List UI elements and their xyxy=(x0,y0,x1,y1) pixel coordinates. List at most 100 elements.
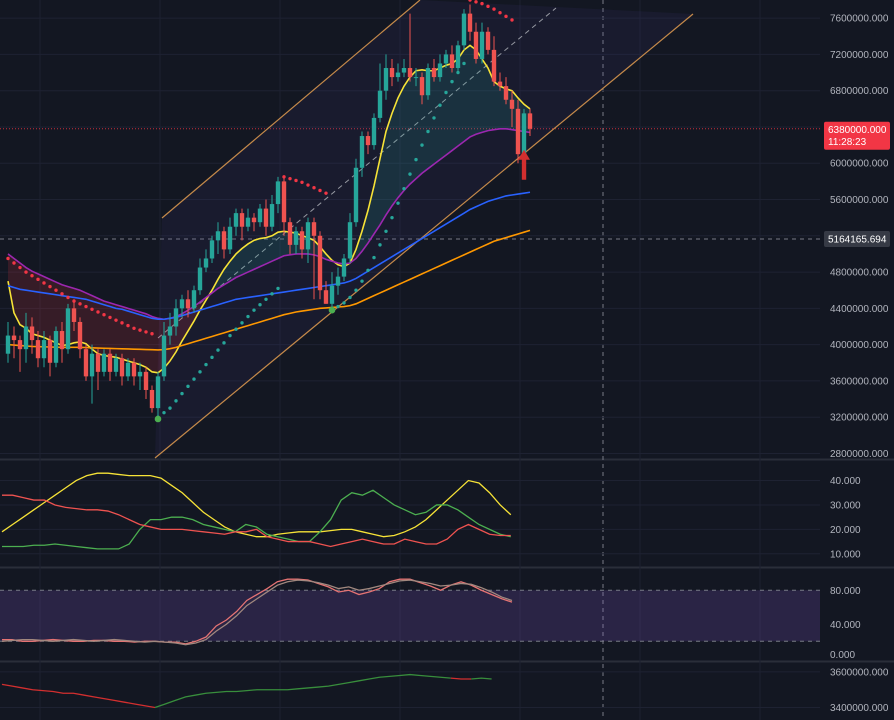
candle-body xyxy=(11,335,17,341)
sar-dot xyxy=(276,286,280,291)
sar-dot xyxy=(78,302,82,306)
moving-average-line-0 xyxy=(7,44,531,374)
sar-dot xyxy=(504,14,508,19)
sar-dot xyxy=(234,327,238,331)
price-tick-label: 6000000.000 xyxy=(830,159,889,170)
candle-body xyxy=(329,285,335,304)
sar-dot xyxy=(414,157,418,162)
sar-dot xyxy=(168,406,172,410)
candle-body xyxy=(233,213,239,227)
stochastic-band xyxy=(0,590,820,642)
candle-body xyxy=(17,340,23,350)
price-tick-label: 4000000.000 xyxy=(830,340,889,351)
candle-body xyxy=(443,54,449,64)
candle-body xyxy=(407,68,413,78)
sar-dot xyxy=(210,355,214,360)
candle-body xyxy=(47,340,53,363)
candle-body xyxy=(359,136,365,168)
stoch-tick-label: 80.000 xyxy=(830,586,861,597)
sar-dot xyxy=(162,410,166,415)
crosshair-price-tag xyxy=(824,231,890,248)
candle-body xyxy=(335,276,341,286)
sar-dot xyxy=(72,299,76,303)
candle-body xyxy=(119,358,125,377)
sar-dot xyxy=(222,341,226,345)
candle-body xyxy=(35,340,41,359)
candle-body xyxy=(287,222,293,245)
candle-body xyxy=(275,181,281,205)
parabolic-sar xyxy=(6,0,514,419)
candle-body xyxy=(281,181,287,223)
sar-dot xyxy=(300,180,304,184)
sar-flip-marker xyxy=(328,306,336,314)
sar-dot xyxy=(378,243,382,247)
candle-body xyxy=(143,371,149,390)
sar-dot xyxy=(30,274,34,278)
candle-body xyxy=(467,13,473,32)
candle-body xyxy=(167,326,173,336)
candle-body xyxy=(293,231,299,245)
dmi-tick-label: 20.000 xyxy=(830,525,861,536)
price-tick-label: 7600000.000 xyxy=(830,14,889,25)
candle-body xyxy=(497,81,503,87)
sar-dot xyxy=(384,229,388,233)
candle-body xyxy=(131,362,137,377)
candle-body xyxy=(365,136,371,146)
candle-body xyxy=(509,99,515,109)
sar-dot xyxy=(252,308,256,312)
moving-average-line-1 xyxy=(7,127,531,321)
sar-dot xyxy=(186,384,190,389)
candle-body xyxy=(341,258,347,277)
sar-dot xyxy=(216,348,220,352)
dmi-series-0 xyxy=(1,472,512,538)
dmi-series-1 xyxy=(2,489,511,550)
candle-body xyxy=(449,54,455,69)
candle-body xyxy=(95,353,101,372)
candle-body xyxy=(371,117,377,146)
up-arrow-marker xyxy=(518,149,530,180)
sar-dot xyxy=(420,143,424,147)
candle-body xyxy=(317,235,323,291)
candle-body xyxy=(377,90,383,118)
last-price-label: 6380000.000 xyxy=(828,125,887,136)
sar-dot xyxy=(468,0,472,2)
stoch-tick-label: 0.000 xyxy=(830,650,855,661)
candle-body xyxy=(425,68,431,96)
sar-dot xyxy=(192,377,196,381)
sar-dot xyxy=(450,79,454,84)
sar-dot xyxy=(12,261,16,265)
candle-body xyxy=(515,108,521,155)
sar-dot xyxy=(408,172,412,176)
price-axis[interactable]: 7600000.0007200000.0006800000.0006400000… xyxy=(824,14,890,714)
sar-dot xyxy=(90,307,94,311)
candle-body xyxy=(125,362,131,377)
countdown-label: 11:28:23 xyxy=(828,137,867,148)
candle-body xyxy=(179,299,185,309)
sar-dot xyxy=(228,333,232,338)
candle-body xyxy=(191,290,197,309)
candle-body xyxy=(77,321,83,350)
sar-dot xyxy=(54,288,58,292)
sar-dot xyxy=(288,176,292,181)
sar-dot xyxy=(258,303,262,307)
sar-dot xyxy=(402,186,406,191)
candle-body xyxy=(113,358,119,372)
markers xyxy=(154,149,530,423)
candle-body xyxy=(221,231,227,250)
sar-dot xyxy=(66,295,70,300)
sar-dot xyxy=(126,323,130,328)
price-tick-label: 4800000.000 xyxy=(830,268,889,279)
stochastic-panel xyxy=(0,578,820,646)
sar-dot xyxy=(438,103,442,107)
candle-body xyxy=(161,335,167,377)
sar-dot xyxy=(246,314,250,319)
sar-dot xyxy=(348,295,352,300)
candle-body xyxy=(245,217,251,227)
sar-dot xyxy=(18,265,22,270)
ma-cloud-segment xyxy=(356,45,530,259)
bottom-tick-label: 3400000.000 xyxy=(830,703,889,714)
sar-dot xyxy=(396,201,400,205)
bottom-tick-label: 3600000.000 xyxy=(830,667,889,678)
